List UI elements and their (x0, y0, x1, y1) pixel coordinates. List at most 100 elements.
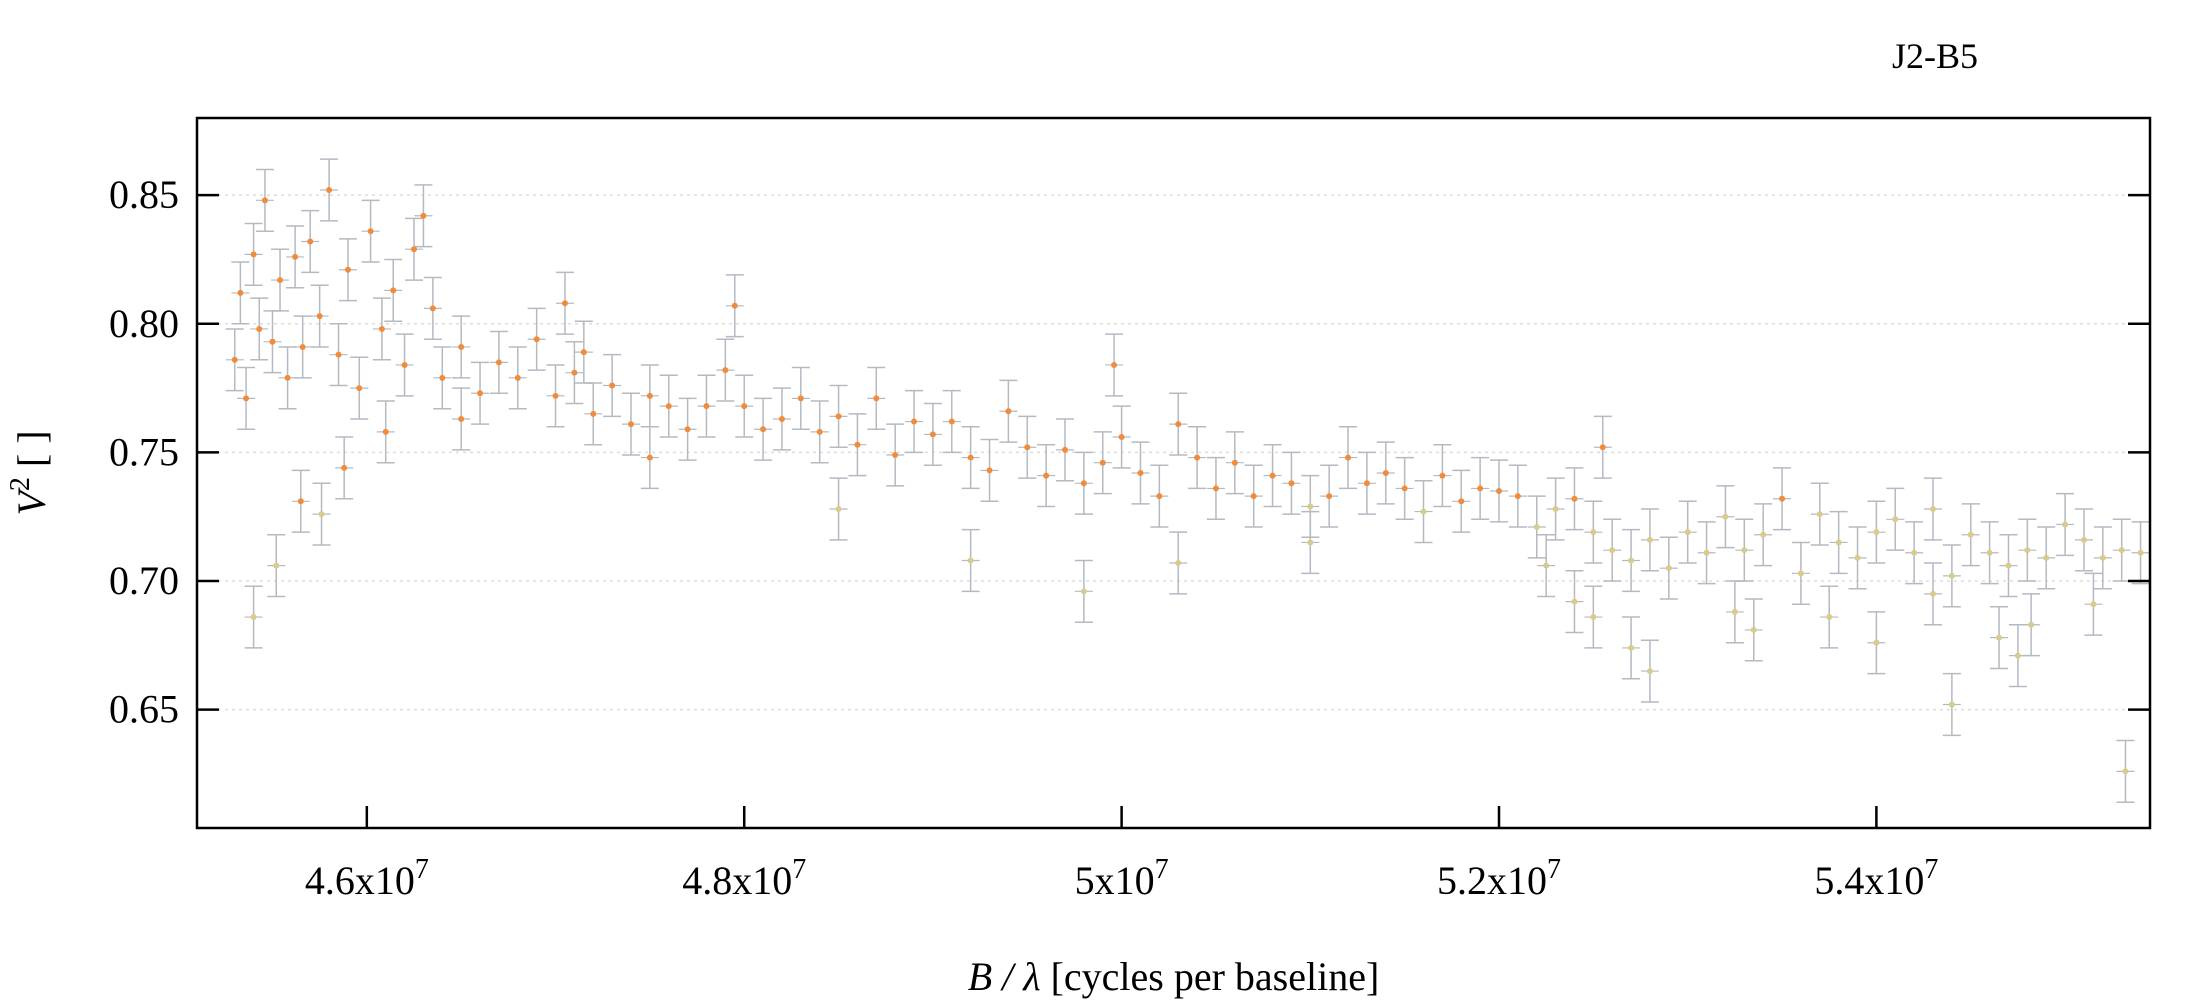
data-point (284, 374, 291, 381)
data-point (299, 343, 306, 350)
data-point (628, 421, 634, 428)
grid-lines (197, 194, 2150, 711)
data-point (1892, 516, 1899, 523)
data-point (514, 374, 521, 381)
data-point (1005, 408, 1012, 415)
data-point (243, 395, 250, 402)
data-point (1477, 485, 1484, 492)
data-point (760, 426, 767, 433)
data-point (1288, 480, 1295, 487)
data-point (1835, 539, 1842, 546)
data-point (1420, 508, 1427, 515)
x-tick-label: 5x107 (1075, 854, 1169, 903)
data-point (1722, 513, 1729, 520)
data-point (1911, 549, 1918, 556)
data-point (335, 351, 342, 358)
data-point-low (458, 415, 465, 422)
data-point-low (1307, 539, 1314, 546)
data-point (533, 336, 540, 343)
data-point (703, 403, 710, 410)
data-point (911, 418, 918, 425)
data-point (665, 403, 672, 410)
data-point-low (1948, 701, 1955, 708)
data-point (1816, 511, 1823, 518)
data-point-low (2028, 621, 2035, 628)
data-point (1363, 480, 1370, 487)
data-point (731, 302, 738, 309)
data-point (1024, 444, 1031, 451)
data-point (854, 441, 861, 448)
data-point (237, 289, 244, 296)
data-point (1401, 485, 1408, 492)
data-point (1345, 454, 1352, 461)
data-point (401, 361, 408, 368)
y-tick-label: 0.80 (109, 301, 179, 346)
data-point (1571, 495, 1578, 502)
data-point (609, 382, 616, 389)
axis-tick-labels: 0.65 0.70 0.75 0.80 0.85 4.6x107 4.8x107 5x107 5… (109, 172, 1938, 903)
data-point (458, 343, 465, 350)
data-point-low (1873, 639, 1880, 646)
data-point (390, 287, 397, 294)
data-points (231, 187, 2144, 775)
data-point (948, 418, 955, 425)
data-point (1496, 488, 1502, 495)
data-point (892, 451, 899, 458)
data-point (873, 395, 880, 402)
data-point (261, 197, 268, 204)
data-point (367, 228, 374, 235)
data-point (1212, 485, 1219, 492)
data-point (1552, 506, 1559, 513)
data-point-low (2014, 652, 2021, 659)
data-point-low (318, 511, 325, 518)
data-point (1854, 554, 1861, 561)
data-point-low (2122, 768, 2129, 775)
data-point (1665, 565, 1672, 572)
data-point (986, 467, 993, 474)
data-point-low (382, 428, 389, 435)
data-point-low (1543, 562, 1550, 569)
data-point (1307, 503, 1314, 510)
series-title: J2-B5 (1892, 36, 1978, 76)
data-point (1873, 529, 1880, 536)
data-point (778, 415, 785, 422)
y-tick-label: 0.85 (109, 172, 179, 217)
data-point (1779, 495, 1786, 502)
data-point (2137, 549, 2144, 556)
data-point (646, 392, 653, 399)
data-point (1269, 472, 1276, 479)
data-point (571, 369, 578, 376)
data-point (1514, 493, 1521, 500)
data-point-low (273, 562, 280, 569)
data-point (1948, 572, 1955, 579)
data-point (1326, 493, 1333, 500)
data-point (835, 413, 842, 420)
data-point (929, 431, 936, 438)
data-point (2080, 536, 2087, 543)
data-point (411, 246, 417, 253)
data-point-low (2090, 601, 2097, 608)
data-point-low (250, 614, 257, 621)
data-point (429, 305, 436, 312)
data-point (1609, 547, 1616, 554)
data-point (1062, 446, 1068, 453)
data-point (269, 338, 276, 345)
data-point (1137, 470, 1144, 476)
data-point (1930, 506, 1936, 513)
data-point (420, 212, 427, 219)
data-point (816, 428, 823, 435)
plot-frame (195, 116, 2152, 830)
data-point (741, 403, 748, 410)
data-point (561, 300, 568, 307)
data-point (292, 253, 299, 260)
data-point-low (967, 557, 974, 564)
data-point (1646, 536, 1653, 543)
data-point (1967, 531, 1974, 538)
axis-ticks (197, 193, 2150, 828)
data-point (1439, 472, 1446, 479)
data-point (1156, 493, 1163, 500)
data-point (2062, 521, 2069, 528)
data-point (590, 410, 597, 417)
data-point (316, 313, 323, 320)
